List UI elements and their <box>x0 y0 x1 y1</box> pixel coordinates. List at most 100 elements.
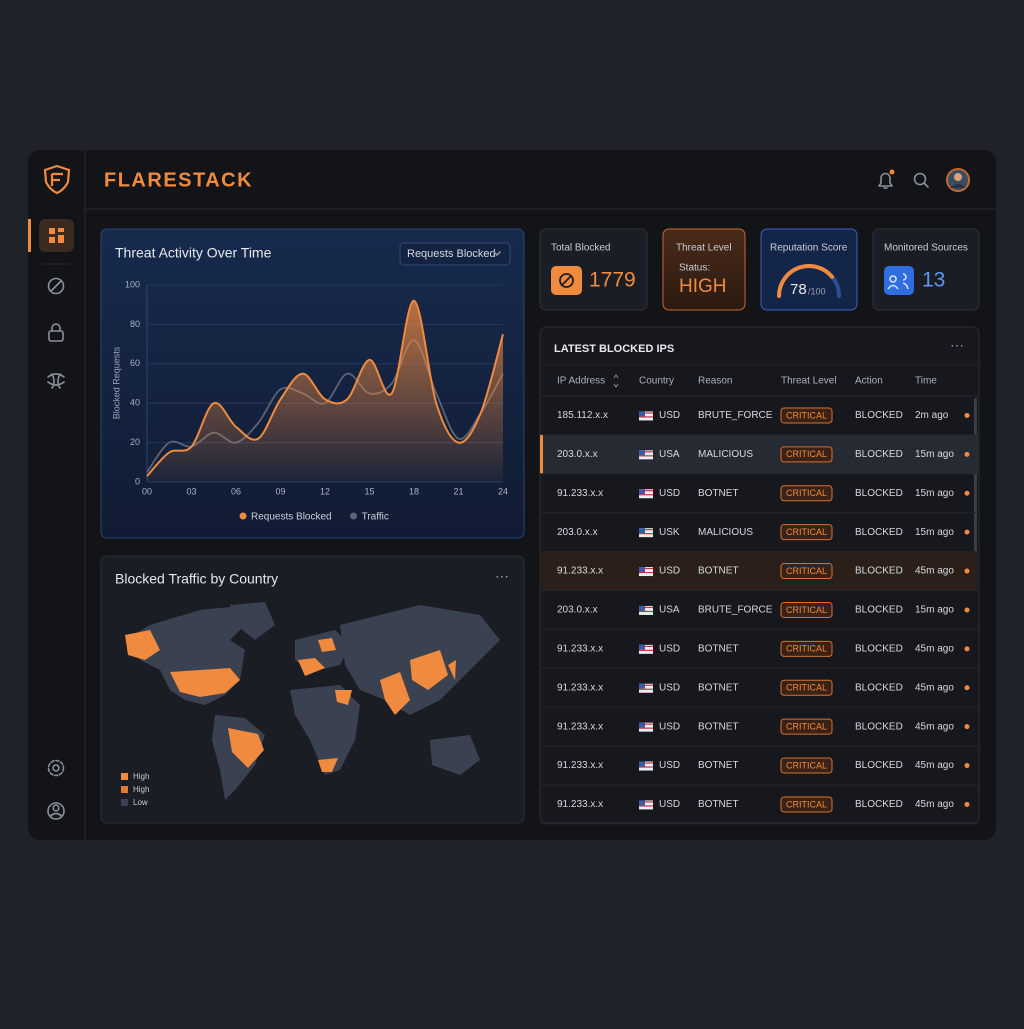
table-row[interactable]: 91.233.x.x USD BOTNET CRITICAL BLOCKED 45m ag… <box>540 679 979 708</box>
reason: BOTNET <box>698 721 739 732</box>
status-dot <box>964 801 970 807</box>
column-header[interactable]: IP Address <box>557 376 605 387</box>
flag-canton <box>639 528 645 534</box>
column-header[interactable]: Country <box>639 376 674 387</box>
scrollbar[interactable] <box>974 398 977 553</box>
legend-label: Traffic <box>362 512 389 523</box>
action: BLOCKED <box>855 449 903 460</box>
flag <box>639 411 653 421</box>
threat-badge <box>780 757 833 774</box>
series-area <box>147 300 503 482</box>
x-tick-label: 12 <box>320 486 330 496</box>
country: USD <box>659 799 680 810</box>
table-row[interactable]: 91.233.x.x USD BOTNET CRITICAL BLOCKED 15m ag… <box>540 485 979 514</box>
y-tick-label: 60 <box>130 358 140 368</box>
sources-icon <box>884 266 914 295</box>
flag-canton <box>639 644 645 650</box>
stat-label: Threat Level <box>676 243 732 254</box>
nav-settings[interactable] <box>47 759 65 777</box>
blocked-icon-glyph <box>559 273 574 288</box>
status-dot <box>964 412 970 418</box>
notifications-button[interactable] <box>878 169 895 189</box>
flag <box>639 605 653 615</box>
map-menu[interactable]: ··· <box>495 568 509 584</box>
reason: MALICIOUS <box>698 527 753 538</box>
sort-icon[interactable] <box>613 374 619 388</box>
threat-badge <box>780 485 833 502</box>
threat-level: CRITICAL <box>786 410 827 420</box>
row-highlight <box>541 434 978 474</box>
flag-canton <box>639 683 645 689</box>
threat-badge <box>780 563 833 580</box>
reason: BOTNET <box>698 643 739 654</box>
status-dot <box>964 607 970 613</box>
country: USD <box>659 566 680 577</box>
gauge-value <box>777 264 835 298</box>
reputation-card <box>760 228 858 311</box>
table-row[interactable]: 91.233.x.x USD BOTNET CRITICAL BLOCKED 45m ag… <box>540 757 979 786</box>
flag <box>639 683 653 693</box>
table-row[interactable]: 203.0.x.x USA BRUTE_FORCE CRITICAL BLOCKED 15… <box>540 601 979 630</box>
ip-address: 91.233.x.x <box>557 799 603 810</box>
reputation-value: 78 <box>790 281 807 298</box>
ip-address: 91.233.x.x <box>557 488 603 499</box>
threat-level: CRITICAL <box>786 799 827 809</box>
australia <box>430 735 480 775</box>
east-asia <box>410 650 456 690</box>
time: 2m ago <box>915 410 949 421</box>
column-header[interactable]: Threat Level <box>781 376 837 387</box>
column-header[interactable]: Reason <box>698 376 732 387</box>
flag <box>639 528 653 538</box>
status-dot <box>964 490 970 496</box>
threat-level: CRITICAL <box>786 488 827 498</box>
row-highlight <box>541 551 978 591</box>
action: BLOCKED <box>855 410 903 421</box>
table-menu[interactable]: ··· <box>950 337 964 353</box>
action: BLOCKED <box>855 760 903 771</box>
nav-security[interactable] <box>48 323 64 342</box>
ip-address: 91.233.x.x <box>557 643 603 654</box>
nav-dashboard[interactable] <box>39 219 74 252</box>
country: USA <box>659 605 680 616</box>
action: BLOCKED <box>855 527 903 538</box>
nav-network[interactable] <box>47 373 65 389</box>
table-row[interactable]: 91.233.x.x USD BOTNET CRITICAL BLOCKED 45m ag… <box>540 718 979 747</box>
time: 15m ago <box>915 605 954 616</box>
stat-label: Monitored Sources <box>884 243 968 254</box>
country: USA <box>659 449 680 460</box>
ip-address: 203.0.x.x <box>557 449 598 460</box>
column-header[interactable]: Action <box>855 376 883 387</box>
row-accent <box>540 434 543 474</box>
action: BLOCKED <box>855 682 903 693</box>
user-avatar[interactable] <box>946 168 970 192</box>
greenland <box>230 602 275 640</box>
sources-icon-glyph <box>887 273 909 290</box>
threat-badge <box>780 601 833 618</box>
table-row[interactable]: 203.0.x.x USA MALICIOUS CRITICAL BLOCKED 15m … <box>540 434 979 475</box>
threat-badge <box>780 718 833 735</box>
search-button[interactable] <box>913 172 929 188</box>
legend-dot <box>350 512 358 520</box>
table-row[interactable]: 91.233.x.x USD BOTNET CRITICAL BLOCKED 45m ag… <box>540 796 979 825</box>
nav-profile[interactable] <box>47 802 65 820</box>
legend-swatch-high <box>121 786 128 793</box>
flag <box>639 761 653 771</box>
time: 15m ago <box>915 449 954 460</box>
ip-address: 91.233.x.x <box>557 721 603 732</box>
series-line <box>146 299 504 477</box>
nav-blocked[interactable] <box>47 277 65 295</box>
status-dot <box>964 685 970 691</box>
column-header[interactable]: Time <box>915 376 937 387</box>
usa <box>170 668 240 697</box>
threat-badge <box>780 524 833 541</box>
table-row[interactable]: 91.233.x.x USD BOTNET CRITICAL BLOCKED 45m ag… <box>540 551 979 591</box>
dropdown-label: Requests Blocked <box>407 248 496 260</box>
threat-level: CRITICAL <box>786 644 827 654</box>
action: BLOCKED <box>855 566 903 577</box>
y-tick-label: 40 <box>130 398 140 408</box>
table-row[interactable]: 91.233.x.x USD BOTNET CRITICAL BLOCKED 45m ag… <box>540 640 979 669</box>
africa-high <box>318 690 352 772</box>
metric-dropdown[interactable] <box>399 242 511 266</box>
map-legend-label: High <box>133 785 149 794</box>
